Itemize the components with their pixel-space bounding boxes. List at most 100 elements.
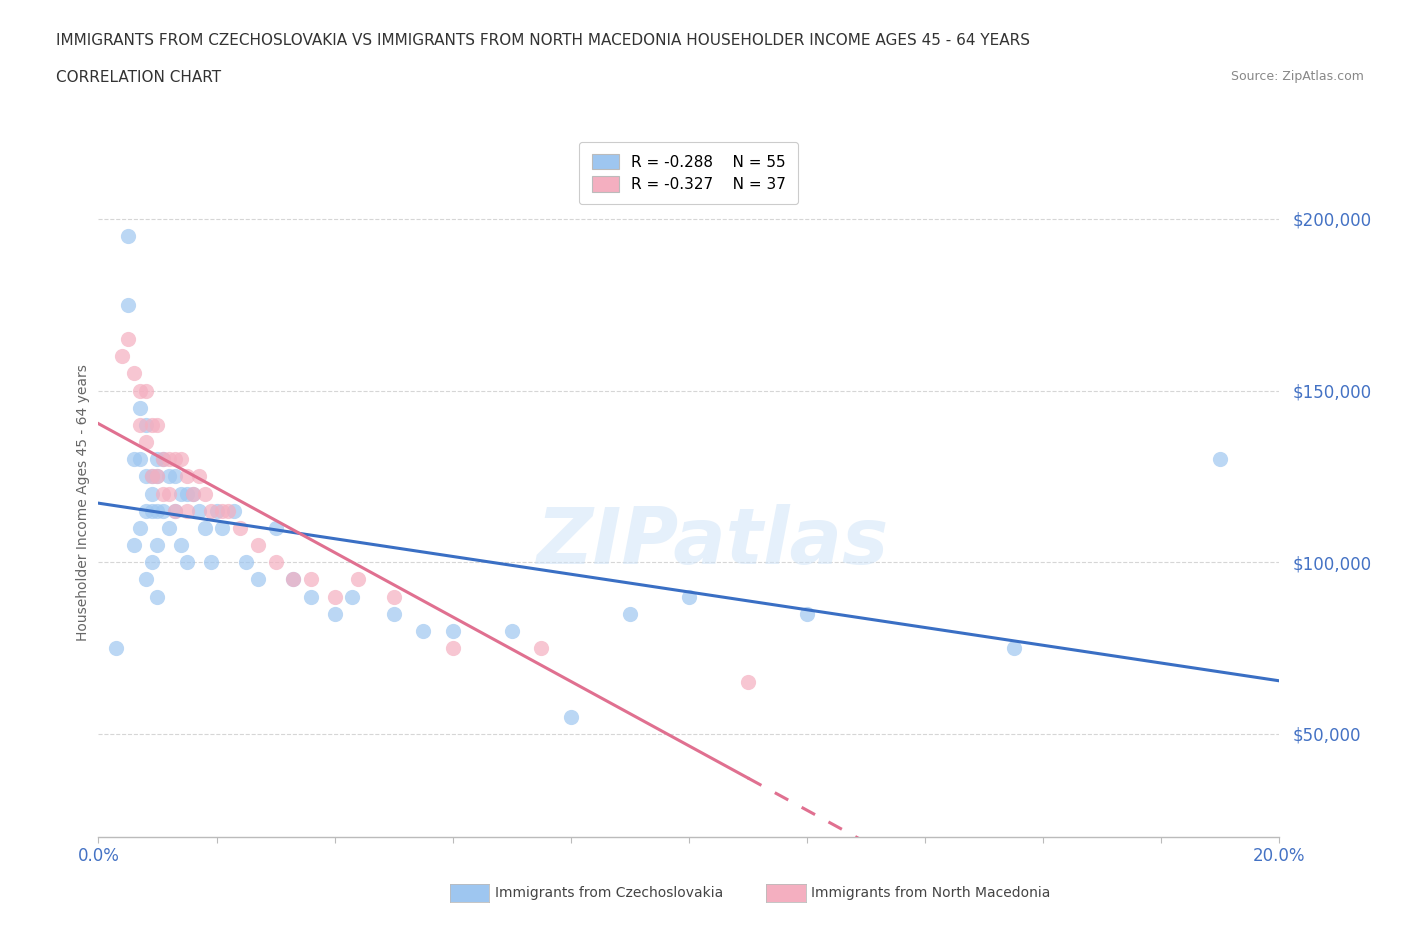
Point [323,590,346,604]
Point [299,572,322,587]
Point [176,469,198,484]
Point [146,538,169,552]
Point [530,641,553,656]
Point [200,503,222,518]
Point [141,486,163,501]
Point [122,366,145,381]
Point [135,469,157,484]
Point [235,555,257,570]
Point [187,469,209,484]
Point [117,332,139,347]
Point [146,503,169,518]
Point [117,298,139,312]
Point [224,503,246,518]
Point [200,555,222,570]
Point [382,606,405,621]
Point [412,623,434,638]
Point [135,572,157,587]
Point [146,469,169,484]
Point [117,229,139,244]
Point [176,503,198,518]
Point [246,572,269,587]
Point [146,452,169,467]
Point [105,641,128,656]
Point [176,555,198,570]
Text: ZIPatlas: ZIPatlas [537,504,889,580]
Text: Source: ZipAtlas.com: Source: ZipAtlas.com [1230,70,1364,83]
Point [122,452,145,467]
Point [146,469,169,484]
Point [560,710,582,724]
Point [141,418,163,432]
Text: Immigrants from North Macedonia: Immigrants from North Macedonia [811,885,1050,900]
Point [170,486,193,501]
Point [501,623,523,638]
Point [128,452,150,467]
Point [146,418,169,432]
Point [157,521,180,536]
Point [141,555,163,570]
Point [737,675,759,690]
Point [211,521,233,536]
Text: CORRELATION CHART: CORRELATION CHART [56,70,221,85]
Point [152,452,174,467]
Point [229,521,252,536]
Point [152,452,174,467]
Point [323,606,346,621]
Point [157,452,180,467]
Point [181,486,204,501]
Point [187,503,209,518]
Point [264,521,287,536]
Point [165,503,187,518]
Point [205,503,228,518]
Point [165,452,187,467]
Point [141,469,163,484]
Point [128,400,150,415]
Point [152,486,174,501]
Point [211,503,233,518]
Point [152,503,174,518]
Point [111,349,134,364]
Point [299,590,322,604]
Point [1209,452,1232,467]
Point [283,572,305,587]
Point [128,521,150,536]
Point [135,383,157,398]
Point [141,469,163,484]
Point [347,572,370,587]
Point [441,623,464,638]
Point [217,503,239,518]
Point [146,590,169,604]
Point [141,503,163,518]
Point [1002,641,1025,656]
Point [170,538,193,552]
Point [181,486,204,501]
Point [135,434,157,449]
Point [135,418,157,432]
Point [170,452,193,467]
Point [283,572,305,587]
Point [264,555,287,570]
Point [128,383,150,398]
Point [194,486,217,501]
Text: IMMIGRANTS FROM CZECHOSLOVAKIA VS IMMIGRANTS FROM NORTH MACEDONIA HOUSEHOLDER IN: IMMIGRANTS FROM CZECHOSLOVAKIA VS IMMIGR… [56,33,1031,47]
Point [441,641,464,656]
Point [176,486,198,501]
Point [135,503,157,518]
Point [194,521,217,536]
Point [122,538,145,552]
Point [157,486,180,501]
Point [157,469,180,484]
Point [128,418,150,432]
Point [382,590,405,604]
Point [619,606,641,621]
Legend: R = -0.288    N = 55, R = -0.327    N = 37: R = -0.288 N = 55, R = -0.327 N = 37 [579,141,799,204]
Point [342,590,364,604]
Point [165,503,187,518]
Point [796,606,818,621]
Point [678,590,700,604]
Point [165,469,187,484]
Text: Immigrants from Czechoslovakia: Immigrants from Czechoslovakia [495,885,723,900]
Point [246,538,269,552]
Y-axis label: Householder Income Ages 45 - 64 years: Householder Income Ages 45 - 64 years [76,364,90,641]
